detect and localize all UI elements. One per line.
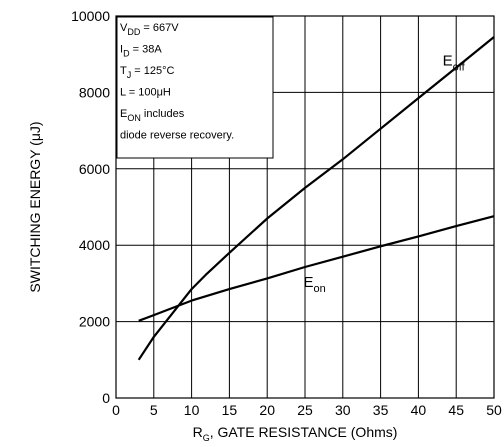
y-tick-label: 4000 — [79, 237, 110, 253]
series-line-off — [137, 36, 495, 361]
x-tick-label: 15 — [222, 402, 238, 418]
conditions-line: VDD = 667V — [120, 22, 179, 37]
series-label-on: Eon — [303, 274, 325, 295]
x-tick-label: 20 — [259, 402, 275, 418]
x-tick-label: 10 — [184, 402, 200, 418]
y-tick-labels: 0 2000 4000 6000 8000 10000 — [71, 8, 110, 406]
y-tick-label: 10000 — [71, 8, 110, 24]
conditions-line: EON includes — [120, 108, 185, 123]
x-tick-label: 50 — [486, 402, 502, 418]
y-tick-label: 8000 — [79, 84, 110, 100]
x-tick-label: 0 — [112, 402, 120, 418]
conditions-line: L = 100μH — [120, 87, 171, 99]
x-tick-label: 45 — [448, 402, 464, 418]
series-line-on — [138, 215, 495, 322]
conditions-line: ID = 38A — [120, 44, 162, 59]
conditions-box: VDD = 667V ID = 38A TJ = 125°C L = 100μH EON… — [116, 16, 274, 159]
y-tick-label: 6000 — [79, 161, 110, 177]
x-tick-labels: 0 5 10 15 20 25 30 35 40 45 50 — [112, 402, 502, 418]
x-tick-label: 25 — [297, 402, 313, 418]
x-tick-label: 35 — [373, 402, 389, 418]
plot-frame — [115, 15, 495, 399]
y-axis-title: SWITCHING ENERGY (μJ) — [27, 121, 43, 292]
series-label-off: Eoff — [443, 53, 466, 74]
conditions-line: TJ = 125°C — [120, 65, 175, 80]
x-tick-label: 30 — [335, 402, 351, 418]
y-tick-label: 0 — [102, 390, 110, 406]
x-axis-title: RG, GATE RESISTANCE (Ohms) — [193, 424, 398, 443]
y-tick-label: 2000 — [79, 314, 110, 330]
x-tick-label: 40 — [411, 402, 427, 418]
x-tick-label: 5 — [150, 402, 158, 418]
conditions-line: diode reverse recovery. — [120, 130, 234, 142]
conditions-box-frame — [116, 16, 274, 159]
